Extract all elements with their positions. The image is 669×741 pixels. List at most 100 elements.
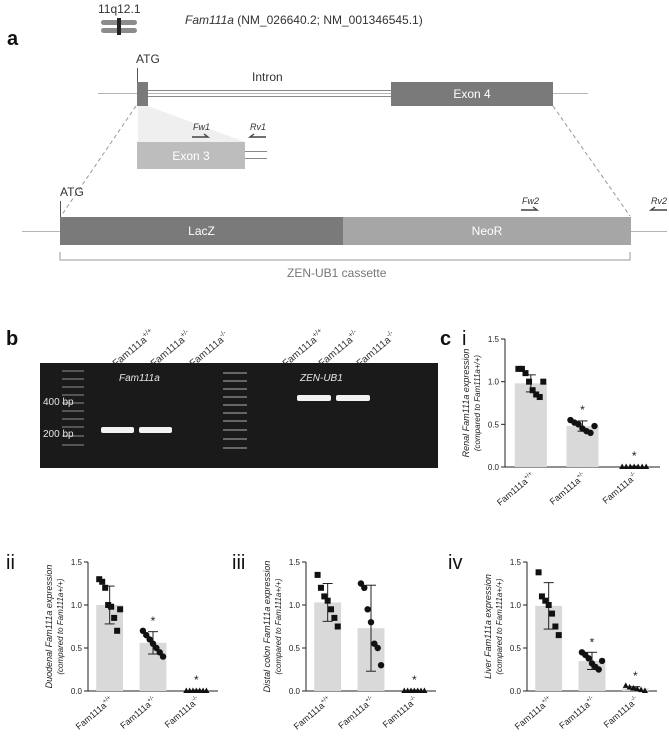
fw2-arrow-icon: [521, 206, 540, 211]
data-point: [146, 636, 153, 643]
fw1-arrow-icon: [192, 133, 211, 138]
chart-ii-numeral: ii: [6, 552, 15, 574]
panel-a-letter: a: [7, 28, 19, 50]
data-point: [108, 603, 115, 610]
bar: [566, 426, 599, 467]
significance-star: *: [580, 403, 585, 417]
data-point: [203, 687, 210, 693]
data-point: [595, 666, 602, 673]
data-point: [540, 378, 547, 385]
gel-image: Fam111a ZEN-UB1 400 bp 200 bp: [40, 363, 438, 468]
y-tick-label: 1.5: [71, 558, 83, 567]
zoom-dashed-lines: [60, 105, 631, 217]
fw1-label: Fw1: [193, 122, 211, 132]
atg-tick-bottom: [60, 201, 61, 217]
data-point: [635, 463, 642, 469]
y-axis-label: Liver Fam111a expression: [483, 574, 493, 679]
significance-star: *: [590, 635, 595, 649]
atg-label-top: ATG: [136, 52, 160, 66]
data-point: [149, 640, 157, 647]
data-point: [371, 640, 378, 647]
gel-label-zenub1: ZEN-UB1: [300, 373, 343, 384]
data-point: [117, 606, 124, 613]
category-label: Fam111a-/-: [601, 471, 640, 506]
atg-label-bottom: ATG: [60, 185, 84, 199]
data-point: [421, 687, 428, 693]
gel-bands: [62, 370, 370, 449]
fw2-label: Fw2: [522, 196, 540, 206]
y-tick-label: 1.0: [289, 601, 301, 610]
data-point: [641, 687, 648, 693]
category-label: Fam111a-/-: [381, 695, 420, 730]
y-axis-label: Distal colon Fam111a expression: [262, 561, 272, 693]
gene-name: Fam111a: [185, 13, 234, 27]
data-point: [159, 653, 167, 660]
data-point: [545, 602, 552, 608]
data-point: [99, 578, 106, 585]
data-point: [139, 627, 147, 634]
y-tick-label: 1.5: [488, 335, 500, 344]
gene-accessions: (NM_026640.2; NM_001346545.1): [237, 13, 423, 27]
panel-b-letter: b: [6, 328, 19, 350]
neor-label: NeoR: [471, 224, 503, 238]
data-point: [598, 657, 606, 665]
data-point: [555, 632, 562, 639]
category-label: Fam111a-/-: [602, 695, 641, 730]
data-point: [536, 394, 543, 401]
significance-star: *: [151, 614, 156, 628]
data-point: [631, 463, 638, 469]
data-point: [623, 463, 630, 469]
exon3-box: Exon 3: [137, 142, 245, 169]
gel-label-fam111a: Fam111a: [119, 373, 160, 384]
y-axis-label: Renal Fam111a expression: [461, 349, 471, 458]
y-tick-label: 1.0: [488, 378, 500, 387]
exon-start-box: [137, 82, 148, 106]
significance-star: *: [412, 673, 417, 687]
data-point: [533, 391, 540, 398]
y-tick-label: 0.0: [510, 687, 522, 696]
y-tick-label: 1.5: [289, 558, 301, 567]
category-label: Fam111a+/-: [336, 695, 376, 731]
data-point: [377, 662, 385, 669]
data-point: [643, 463, 650, 469]
data-point: [627, 463, 634, 469]
significance-star: *: [632, 449, 637, 463]
data-point: [622, 682, 629, 688]
data-point: [331, 614, 338, 621]
y-tick-label: 0.5: [289, 644, 301, 653]
category-label: Fam111a+/+: [74, 695, 116, 732]
data-point: [638, 686, 645, 693]
chart-iii-numeral: iii: [232, 552, 246, 574]
intron-line-lower: [148, 96, 391, 97]
data-point: [585, 655, 592, 662]
cassette-label: ZEN-UB1 cassette: [287, 266, 387, 280]
exon3-label: Exon 3: [172, 148, 210, 163]
data-point: [314, 571, 321, 578]
data-point: [317, 584, 324, 591]
y-tick-label: 0.5: [71, 644, 83, 653]
data-point: [515, 365, 522, 372]
data-point: [321, 593, 328, 600]
y-axis-sublabel: (compared to Fam111a+/+): [495, 578, 504, 675]
atg-tick-top: [137, 68, 138, 82]
intron-line-upper: [148, 90, 391, 91]
data-point: [535, 569, 542, 576]
category-label: Fam111a-/-: [163, 695, 202, 730]
data-point: [552, 623, 559, 630]
data-point: [634, 685, 641, 692]
data-point: [619, 463, 626, 469]
data-point: [518, 365, 525, 372]
cassette-bracket: [59, 252, 631, 261]
y-tick-label: 1.5: [510, 558, 522, 567]
category-label: Fam111a+/-: [557, 695, 597, 731]
data-point: [529, 387, 536, 394]
y-axis-sublabel: (compared to Fam111a+/+): [56, 578, 65, 675]
data-point: [328, 606, 335, 613]
data-point: [630, 684, 637, 691]
lacz-box: LacZ: [60, 217, 343, 245]
data-point: [587, 429, 594, 437]
y-tick-label: 1.0: [71, 601, 83, 610]
y-axis-label: Duodenal Fam111a expression: [44, 565, 54, 689]
data-point: [542, 597, 549, 604]
data-point: [361, 584, 368, 591]
